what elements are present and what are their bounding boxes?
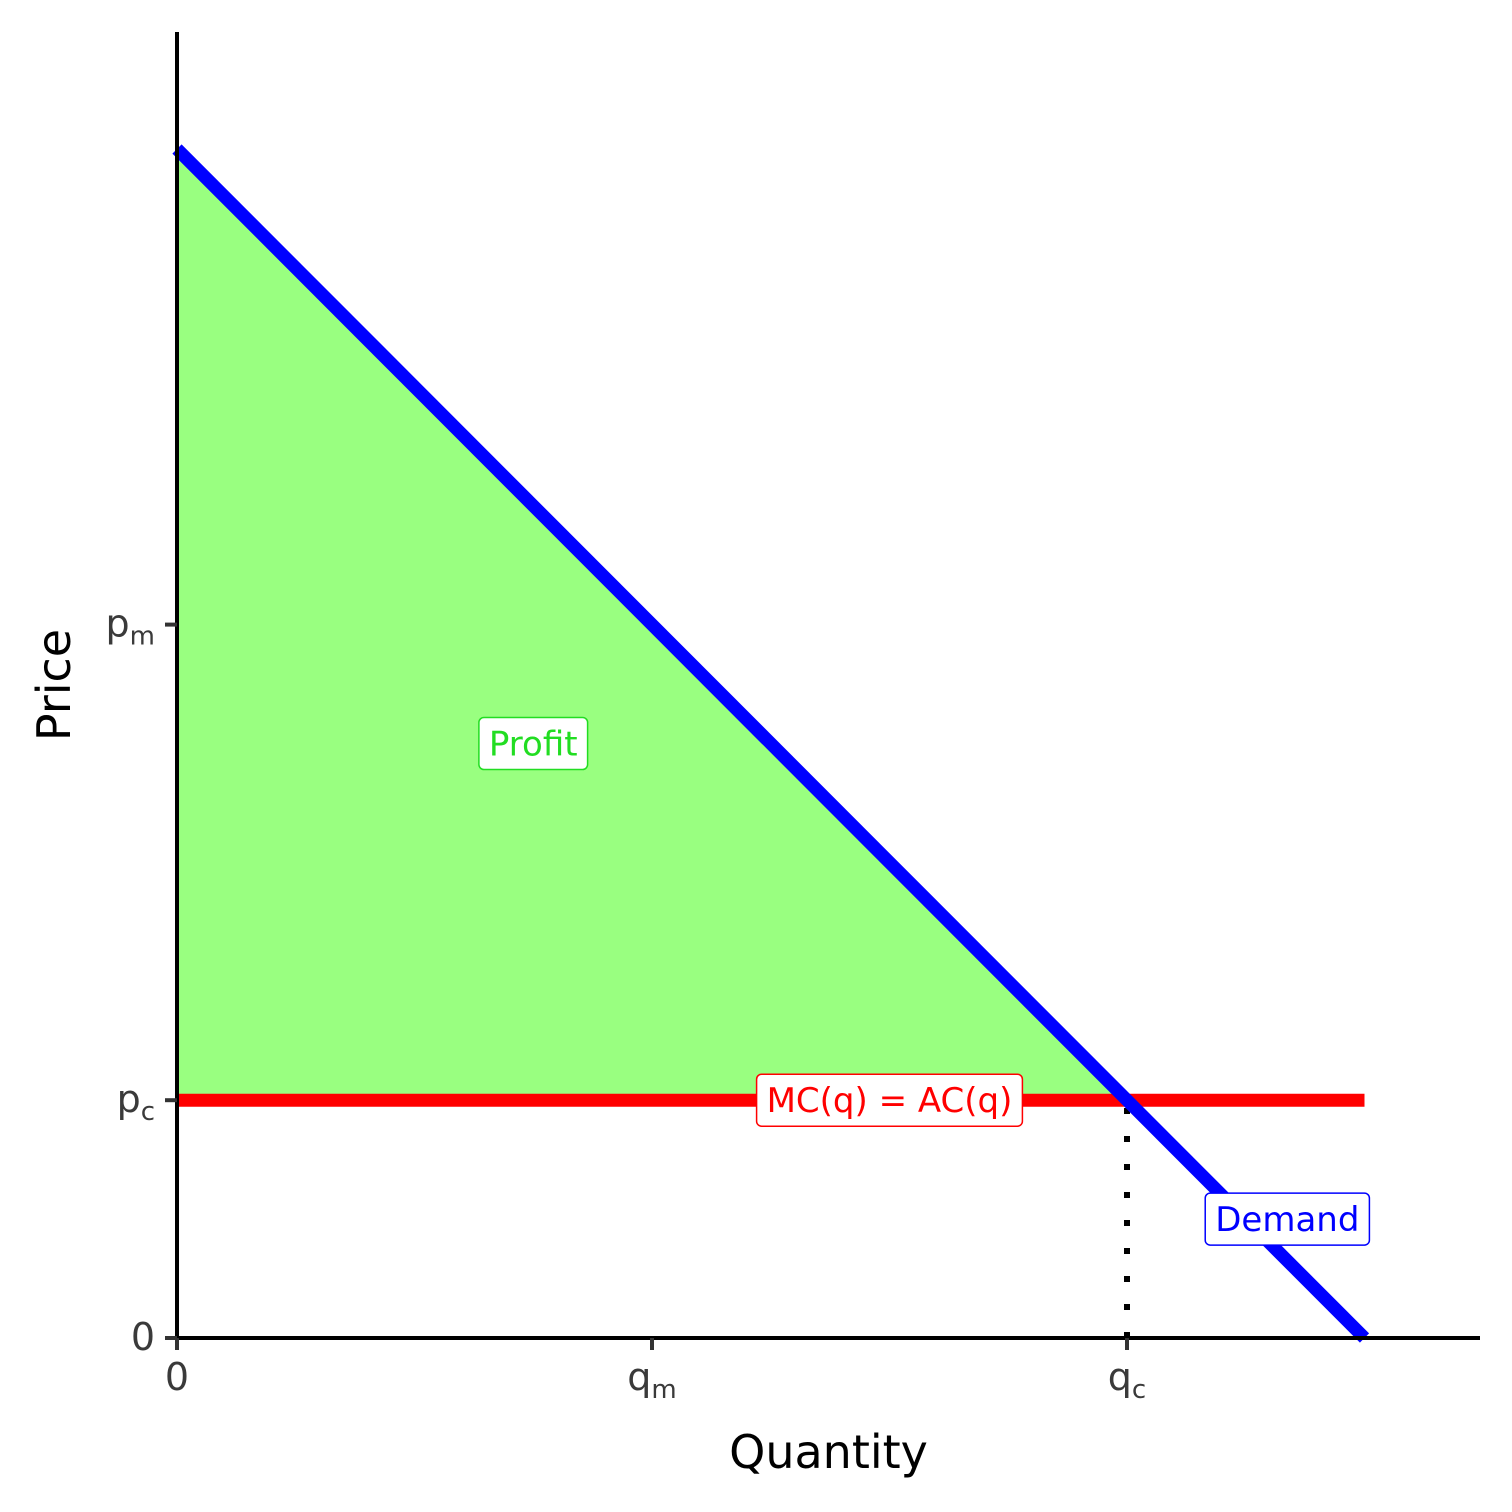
axis-layer <box>175 32 1480 1340</box>
profit-label: Profit <box>478 716 589 771</box>
profit-label-box <box>478 716 589 771</box>
y-tick-label: pm <box>106 602 155 652</box>
y-tick-label: pc <box>117 1077 155 1127</box>
y-tick-label: 0 <box>131 1315 155 1359</box>
annotation-layer: Profit MC(q) = AC(q) Demand <box>478 716 1371 1246</box>
x-tick-label: qm <box>627 1355 676 1405</box>
x-axis-title: Quantity <box>729 1425 928 1479</box>
y-axis-title: Price <box>27 629 81 741</box>
mc-ac-label-box <box>755 1073 1024 1127</box>
tick-layer: 0 qm qc 0 pc pm <box>106 602 1147 1405</box>
demand-label-box <box>1204 1192 1371 1246</box>
demand-line <box>172 144 1370 1343</box>
demand-label-text: Demand <box>1215 1200 1359 1240</box>
demand-label: Demand <box>1204 1192 1371 1246</box>
x-tick-label: qc <box>1108 1355 1146 1405</box>
mc-ac-label-text: MC(q) = AC(q) <box>767 1081 1013 1121</box>
profit-label-text: Profit <box>489 725 578 765</box>
x-tick-label: 0 <box>165 1355 189 1399</box>
mc-ac-label: MC(q) = AC(q) <box>755 1073 1024 1127</box>
